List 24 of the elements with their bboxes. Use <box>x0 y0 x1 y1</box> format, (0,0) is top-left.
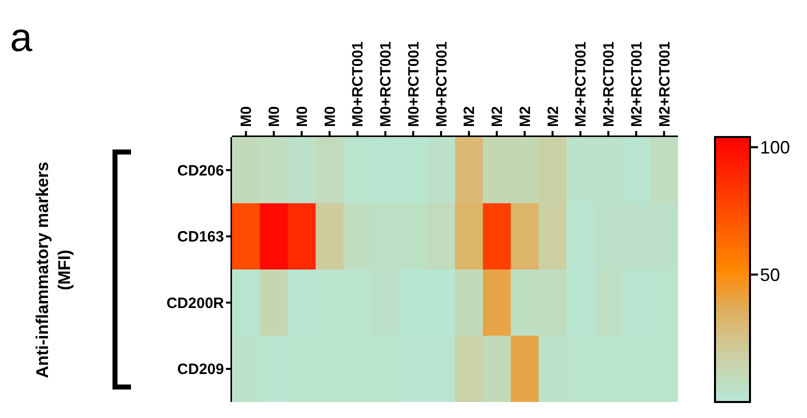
x-tick-label: M0+RCT001 <box>378 42 395 127</box>
x-tick-label: M2 <box>461 106 478 127</box>
color-bar-label: 100 <box>760 138 790 158</box>
x-tick-label: M0+RCT001 <box>350 42 367 127</box>
color-bar-label: 50 <box>760 264 780 285</box>
x-tick-label: M0 <box>266 106 284 127</box>
x-tick-label: M0 <box>238 106 256 127</box>
x-tick-label: M2 <box>544 106 562 127</box>
x-tick-label: M2 <box>516 106 534 127</box>
x-tick-label: M0 <box>322 106 339 127</box>
x-tick-label: M0+RCT001 <box>433 42 450 127</box>
text: Anti-inflammatory markers (MFI) <box>33 162 74 378</box>
y-tick-label: CD209 <box>177 361 224 378</box>
y-tick-label: CD206 <box>177 162 224 180</box>
x-tick-label: M0+RCT001 <box>405 42 422 127</box>
x-tick-label: M2+RCT001 <box>656 42 674 127</box>
x-tick-label: M2+RCT001 <box>628 42 646 127</box>
y-tick-label: CD200R <box>166 294 224 312</box>
x-tick-label: M2+RCT001 <box>572 42 590 127</box>
y-tick-label: CD163 <box>177 228 224 246</box>
x-tick-label: M2+RCT001 <box>600 42 618 127</box>
x-tick-label: M0 <box>294 106 311 127</box>
text: a <box>10 16 32 60</box>
x-tick-label: M2 <box>489 106 506 127</box>
